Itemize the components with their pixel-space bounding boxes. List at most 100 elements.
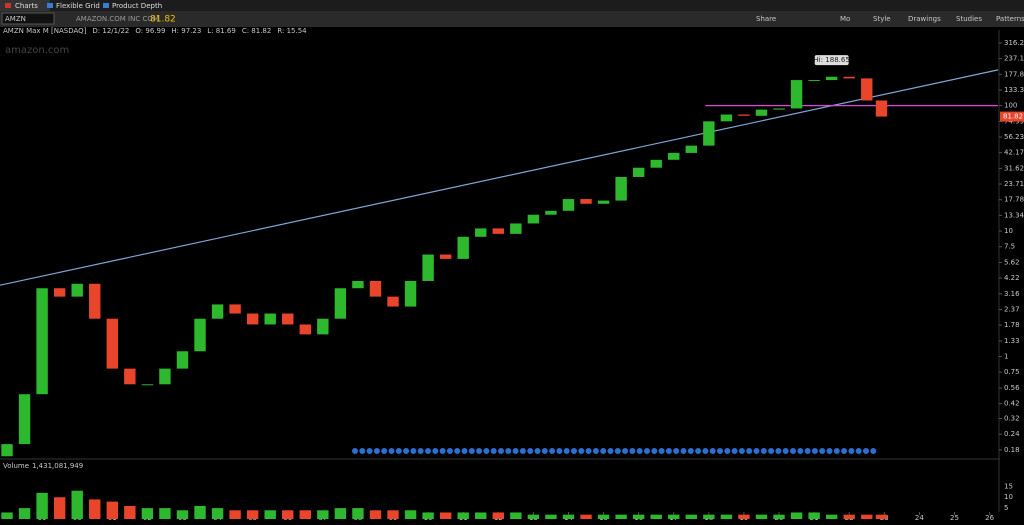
event-icon[interactable]	[585, 448, 592, 454]
event-icon[interactable]	[768, 448, 775, 454]
volume-bar	[457, 512, 469, 519]
event-icon[interactable]	[468, 448, 475, 454]
event-icon[interactable]	[476, 448, 483, 454]
tab[interactable]: Product Depth	[112, 2, 162, 10]
event-icon[interactable]	[366, 448, 373, 454]
event-icon[interactable]	[359, 448, 366, 454]
action[interactable]: Style	[873, 15, 891, 23]
event-icon[interactable]	[680, 448, 687, 454]
candle-body	[597, 200, 610, 204]
event-icon[interactable]	[541, 448, 548, 454]
event-icon[interactable]	[746, 448, 753, 454]
event-icon[interactable]	[483, 448, 490, 454]
event-icon[interactable]	[571, 448, 577, 454]
event-icon[interactable]	[395, 448, 402, 454]
event-icon[interactable]	[622, 448, 629, 454]
event-icon[interactable]	[439, 448, 446, 454]
toolbar	[0, 11, 1024, 27]
event-icon[interactable]	[373, 448, 380, 454]
event-icon[interactable]	[519, 448, 526, 454]
event-icon[interactable]	[461, 448, 468, 454]
action[interactable]: Drawings	[908, 15, 941, 23]
event-icon[interactable]	[352, 448, 358, 454]
event-icon[interactable]	[498, 448, 504, 454]
event-icon[interactable]	[636, 448, 643, 454]
event-icon[interactable]	[658, 448, 665, 454]
event-icon[interactable]	[490, 448, 497, 454]
candle-body	[282, 313, 294, 325]
event-icon[interactable]	[527, 448, 534, 454]
tab[interactable]: Flexible Grid	[56, 2, 100, 10]
tab-active[interactable]	[0, 0, 50, 11]
event-icon[interactable]	[629, 448, 636, 454]
event-icon[interactable]	[614, 448, 621, 454]
company: AMAZON.COM INC COM	[76, 15, 159, 23]
event-icon[interactable]	[790, 448, 796, 454]
event-icon[interactable]	[600, 448, 607, 454]
y-tick-label: 0.56	[1004, 384, 1020, 392]
event-icon[interactable]	[665, 448, 672, 454]
event-icon[interactable]	[454, 448, 461, 454]
event-icon[interactable]	[848, 448, 855, 454]
event-icon[interactable]	[833, 448, 840, 454]
event-icon[interactable]	[826, 448, 833, 454]
event-icon[interactable]	[695, 448, 702, 454]
event-icon[interactable]	[753, 448, 760, 454]
event-icon[interactable]	[592, 448, 599, 454]
event-icon[interactable]	[863, 448, 869, 454]
candle-body	[668, 152, 680, 160]
event-icon[interactable]	[512, 448, 519, 454]
tab[interactable]: Charts	[15, 2, 38, 10]
event-icon[interactable]	[724, 448, 731, 454]
volume-bar	[875, 514, 888, 519]
candle-body	[808, 80, 820, 82]
event-icon[interactable]	[563, 448, 570, 454]
event-icon[interactable]	[651, 448, 658, 454]
symbol-box[interactable]	[1, 12, 55, 25]
event-icon[interactable]	[446, 448, 453, 454]
event-icon[interactable]	[804, 448, 811, 454]
event-icon[interactable]	[410, 448, 417, 454]
event-icon[interactable]	[709, 448, 716, 454]
event-icon[interactable]	[841, 448, 848, 454]
event-icon[interactable]	[534, 448, 541, 454]
action[interactable]: Share	[756, 15, 776, 23]
event-icon[interactable]	[819, 448, 826, 454]
event-icon[interactable]	[432, 448, 439, 454]
candle-body	[299, 324, 311, 335]
event-icon[interactable]	[388, 448, 395, 454]
y-tick-label: 0.18	[1004, 446, 1020, 454]
event-icon[interactable]	[417, 448, 424, 454]
event-icon[interactable]	[782, 448, 789, 454]
event-icon[interactable]	[549, 448, 556, 454]
event-icon[interactable]	[673, 448, 680, 454]
event-icon[interactable]	[760, 448, 767, 454]
event-icon[interactable]	[644, 448, 650, 454]
event-icon[interactable]	[556, 448, 563, 454]
action[interactable]: Patterns	[996, 15, 1024, 23]
event-icon[interactable]	[870, 448, 877, 454]
event-icon[interactable]	[578, 448, 585, 454]
event-icon[interactable]	[811, 448, 818, 454]
action[interactable]: Mo	[840, 15, 850, 23]
event-icon[interactable]	[505, 448, 512, 454]
event-icon[interactable]	[738, 448, 745, 454]
volume-bar	[790, 512, 803, 519]
tab-bar	[0, 0, 1024, 11]
y-tick-label: 0.32	[1004, 415, 1020, 423]
action[interactable]: Studies	[956, 15, 982, 23]
symbol[interactable]: AMZN	[5, 15, 26, 23]
event-icon[interactable]	[775, 448, 782, 454]
event-icon[interactable]	[687, 448, 694, 454]
event-icon[interactable]	[425, 448, 431, 454]
y-tick-label: 5.62	[1004, 258, 1020, 266]
event-icon[interactable]	[607, 448, 614, 454]
event-icon[interactable]	[381, 448, 388, 454]
event-icon[interactable]	[403, 448, 410, 454]
event-icon[interactable]	[797, 448, 804, 454]
event-icon[interactable]	[855, 448, 862, 454]
volume-bar	[194, 505, 206, 519]
event-icon[interactable]	[702, 448, 709, 454]
event-icon[interactable]	[717, 448, 723, 454]
event-icon[interactable]	[731, 448, 738, 454]
